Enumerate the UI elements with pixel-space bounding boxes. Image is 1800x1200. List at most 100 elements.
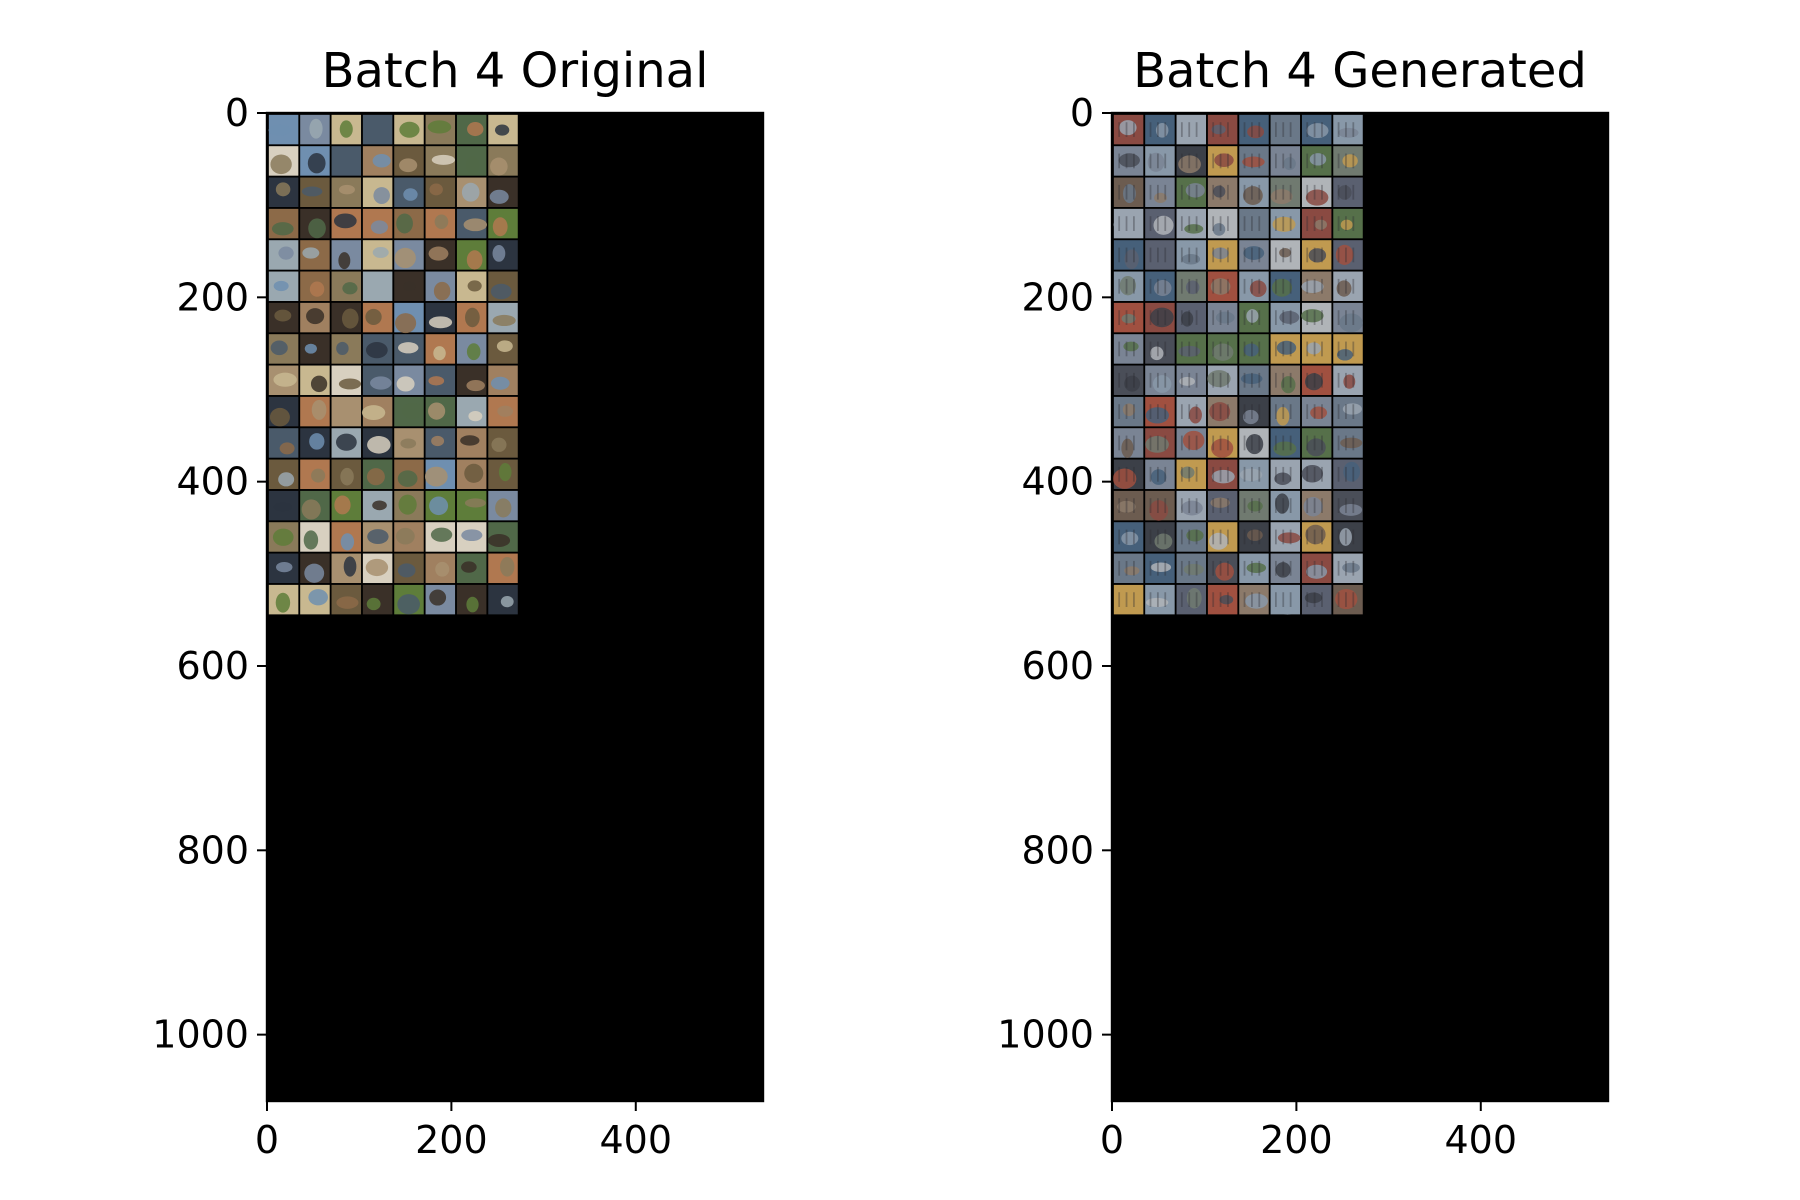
image-tile [1333, 522, 1363, 552]
x-tick-label: 400 [600, 1118, 673, 1162]
image-tile [1207, 428, 1238, 458]
image-tile [1113, 177, 1144, 208]
image-tile [456, 553, 487, 584]
image-grid [267, 113, 763, 1101]
image-tile [1239, 271, 1269, 302]
image-tile [488, 553, 518, 584]
image-tile [1176, 490, 1207, 521]
image-tile [268, 428, 299, 458]
image-tile [1145, 208, 1175, 239]
image-tile [1270, 584, 1301, 615]
image-tile [300, 584, 330, 615]
y-axis: 0 200 400 600 800 1000 [152, 91, 267, 1057]
image-tile [268, 584, 299, 615]
image-tile [1301, 208, 1332, 239]
y-tick-label: 800 [176, 828, 249, 872]
image-tile [1270, 334, 1301, 364]
image-tile [1333, 428, 1363, 458]
x-tick-label: 400 [1445, 1118, 1518, 1162]
image-tile [394, 490, 424, 521]
image-tile [300, 553, 330, 584]
axes-frame [1110, 111, 1610, 1103]
image-tile [1333, 208, 1363, 239]
y-tick-label: 600 [176, 644, 249, 688]
image-tile [1176, 396, 1207, 427]
image-tile [1270, 522, 1301, 552]
image-tile [1176, 365, 1207, 396]
image-tile [268, 522, 299, 552]
image-tile [1301, 522, 1332, 552]
image-tile [331, 177, 362, 208]
image-tile [1145, 365, 1175, 396]
image-tile [1270, 365, 1301, 396]
image-tile [394, 396, 424, 427]
axes-frame [265, 111, 765, 1103]
y-tick-label: 600 [1021, 644, 1094, 688]
image-tile [394, 522, 424, 552]
image-tile [1207, 146, 1238, 176]
image-tile [268, 334, 299, 364]
image-tile [268, 396, 299, 427]
panel-generated: Batch 4 Generated 0 200 400 0 200 400 600 800 1… [997, 43, 1610, 1162]
image-tile [1270, 114, 1301, 145]
image-tile [331, 146, 362, 176]
image-tile [425, 584, 456, 615]
image-tile [331, 208, 362, 239]
image-tile [394, 334, 424, 364]
image-tile [425, 177, 456, 208]
image-tile [362, 271, 393, 302]
image-tile [362, 146, 393, 176]
image-tile [1239, 459, 1269, 490]
image-tile [1301, 302, 1332, 333]
image-tile [300, 459, 330, 490]
image-tile [394, 208, 424, 239]
image-tile [456, 490, 487, 521]
panel-title: Batch 4 Original [322, 43, 709, 99]
image-tile [1333, 334, 1363, 364]
image-tile [1301, 584, 1332, 615]
image-tile [1207, 365, 1238, 396]
image-tile [456, 584, 487, 615]
image-tile [1145, 177, 1175, 208]
x-tick-label: 0 [255, 1118, 279, 1162]
image-tile [488, 334, 518, 364]
image-tile [1176, 428, 1207, 458]
image-tile [1113, 114, 1144, 145]
image-tile [331, 365, 362, 396]
image-tile [1333, 302, 1363, 333]
image-tile [1333, 177, 1363, 208]
image-tile [1301, 459, 1332, 490]
image-tile [394, 459, 424, 490]
image-tile [1145, 490, 1175, 521]
image-tile [1270, 271, 1301, 302]
image-tile [268, 240, 299, 270]
image-tile [268, 271, 299, 302]
x-axis: 0 200 400 [1100, 1101, 1517, 1162]
image-tile [300, 428, 330, 458]
image-tile [456, 334, 487, 364]
image-tile [488, 428, 518, 458]
image-tile [1145, 396, 1175, 427]
image-tile [394, 302, 424, 334]
image-tile [362, 553, 393, 584]
image-tile [331, 396, 362, 427]
image-tile [1301, 240, 1332, 270]
image-tile [1145, 553, 1175, 584]
image-tile [1239, 208, 1269, 239]
image-tile [300, 365, 330, 396]
image-tile [300, 146, 330, 176]
y-tick-label: 0 [1070, 91, 1094, 135]
image-tile [362, 240, 393, 270]
image-tile [1270, 177, 1301, 208]
image-tile [1145, 428, 1175, 458]
image-tile [1239, 428, 1269, 458]
image-tile [1145, 146, 1175, 176]
image-tile [1270, 302, 1301, 333]
image-tile [425, 553, 456, 584]
image-tile [1176, 240, 1207, 270]
image-tile [1270, 459, 1301, 490]
image-tile [394, 240, 424, 270]
image-tile [331, 584, 362, 615]
image-tile [488, 490, 518, 521]
image-tile [456, 522, 487, 552]
